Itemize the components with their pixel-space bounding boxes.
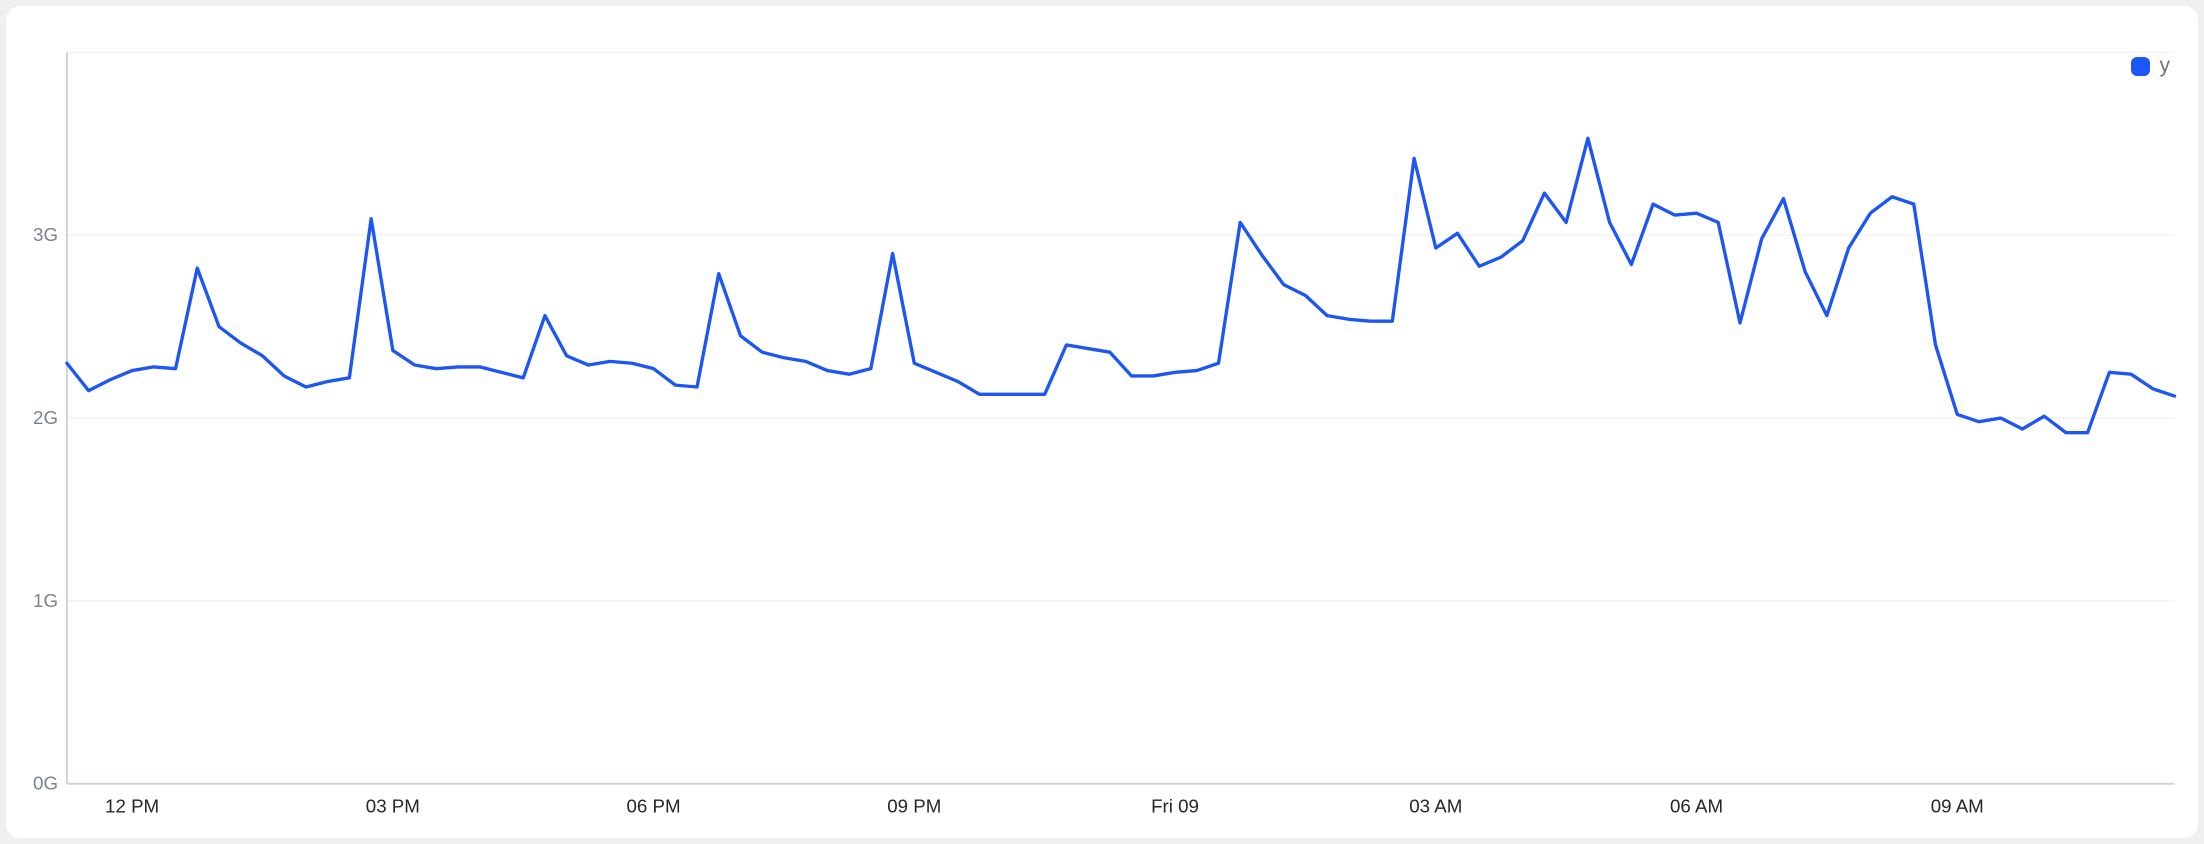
x-tick-label: 12 PM <box>105 795 159 816</box>
series-line-y <box>65 136 2177 435</box>
y-tick-label: 3G <box>33 224 58 245</box>
x-tick-label: 03 PM <box>366 795 420 816</box>
x-tick-label: 09 AM <box>1931 795 1984 816</box>
gridlines <box>66 51 2175 602</box>
legend-item-y[interactable]: y <box>2130 54 2171 78</box>
y-tick-label: 0G <box>33 773 58 794</box>
y-tick-label: 1G <box>33 590 58 611</box>
x-tick-label: 06 AM <box>1670 795 1723 816</box>
x-tick-label: 09 PM <box>887 795 941 816</box>
x-tick-label: Fri 09 <box>1151 795 1199 816</box>
x-tick-label: 06 PM <box>627 795 681 816</box>
legend-swatch-icon <box>2130 57 2150 76</box>
x-tick-label: 03 AM <box>1409 795 1462 816</box>
line-series-y[interactable] <box>65 136 2177 435</box>
chart-plot-area[interactable]: 0G 1G 2G 3G 12 PM 03 PM 06 PM 09 PM Fri 09 03 AM… <box>6 6 2198 838</box>
y-axis-tick-labels: 0G 1G 2G 3G <box>33 224 58 794</box>
x-axis-tick-labels: 12 PM 03 PM 06 PM 09 PM Fri 09 03 AM 06 AM 09 A… <box>105 795 1984 816</box>
legend-label: y <box>2159 54 2171 77</box>
y-tick-label: 2G <box>33 407 58 428</box>
axes <box>65 52 2175 785</box>
chart-card: 0G 1G 2G 3G 12 PM 03 PM 06 PM 09 PM Fri 09 03 AM… <box>6 6 2198 838</box>
